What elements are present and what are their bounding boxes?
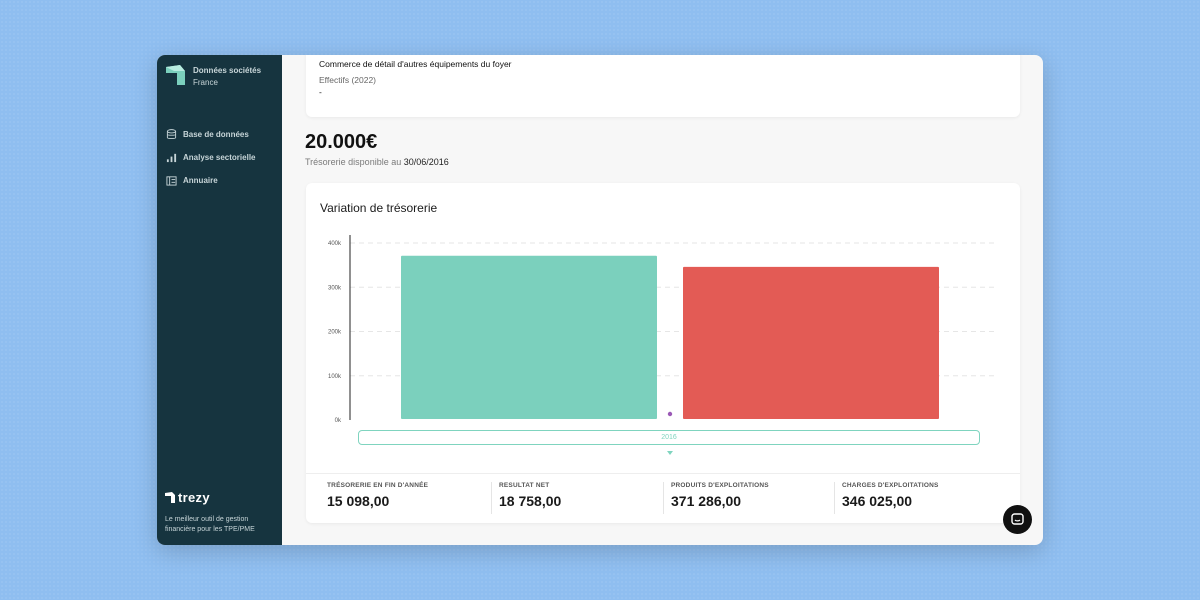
sidebar-item-database[interactable]: Base de données xyxy=(166,123,255,146)
stat-label: CHARGES D'EXPLOITATIONS xyxy=(842,482,939,489)
sidebar-item-label: Analyse sectorielle xyxy=(183,153,256,162)
sidebar-nav: Base de données Analyse sectorielle Annu… xyxy=(166,123,255,192)
y-tick-label: 200k xyxy=(328,330,342,336)
stat-label: PRODUITS D'EXPLOITATIONS xyxy=(671,482,769,489)
sidebar: Données sociétés France Base de données xyxy=(157,55,282,545)
stats-row: TRÉSORERIE EN FIN D'ANNÉE 15 098,00 RESU… xyxy=(306,473,1020,524)
y-tick-label: 100k xyxy=(328,374,342,380)
company-info-card: Commerce de détail d'autres équipements … xyxy=(306,55,1020,117)
treasury-date: 30/06/2016 xyxy=(403,157,449,167)
stat-net-result: RESULTAT NET 18 758,00 xyxy=(491,482,561,514)
stat-value: 18 758,00 xyxy=(499,493,562,509)
chart-title: Variation de trésorerie xyxy=(320,201,438,215)
marker-dot xyxy=(667,411,673,417)
bar-chart: 0k 100k 200k 300k 400k xyxy=(328,235,996,424)
trezy-logo[interactable]: trezy xyxy=(165,490,275,505)
app-window: Données sociétés France Base de données xyxy=(157,55,1043,545)
stat-value: 346 025,00 xyxy=(842,493,913,509)
activity-value: Commerce de détail d'autres équipements … xyxy=(319,59,512,69)
trezy-logo-text: trezy xyxy=(178,490,210,505)
stat-value: 15 098,00 xyxy=(327,493,390,509)
treasury-label: Trésorerie disponible au xyxy=(305,157,402,167)
brand-title: Données sociétés xyxy=(193,66,262,75)
chat-button[interactable] xyxy=(1003,505,1032,534)
sidebar-item-directory[interactable]: Annuaire xyxy=(166,169,255,192)
sidebar-item-label: Annuaire xyxy=(183,176,218,185)
effectifs-value: - xyxy=(319,87,322,97)
bar xyxy=(683,266,939,419)
y-tick-label: 300k xyxy=(328,285,342,291)
brand[interactable]: Données sociétés France xyxy=(166,65,261,89)
range-label: 2016 xyxy=(661,434,677,441)
chart-card: Variation de trésorerie 0k 100k 200k 300k 40… xyxy=(306,183,1020,523)
directory-icon xyxy=(166,176,177,186)
treasury-amount: 20.000€ xyxy=(305,131,378,153)
treasury-caption: Trésorerie disponible au 30/06/2016 xyxy=(305,157,449,167)
stat-treasury-year-end: TRÉSORERIE EN FIN D'ANNÉE 15 098,00 xyxy=(320,482,428,514)
y-tick-label: 0k xyxy=(335,418,342,424)
chat-icon xyxy=(1011,513,1024,525)
y-tick-label: 400k xyxy=(328,241,342,247)
trezy-logo-icon xyxy=(165,492,175,503)
bar-chart-icon xyxy=(166,153,177,163)
range-arrow-icon xyxy=(667,451,673,455)
main-content: Commerce de détail d'autres équipements … xyxy=(282,55,1043,545)
sidebar-footer: trezy Le meilleur outil de gestion finan… xyxy=(165,490,275,535)
stat-operating-expenses: CHARGES D'EXPLOITATIONS 346 025,00 xyxy=(834,482,939,514)
stat-label: TRÉSORERIE EN FIN D'ANNÉE xyxy=(327,482,429,489)
bar xyxy=(401,255,657,419)
brand-logo-icon xyxy=(166,65,185,85)
sidebar-item-sector-analysis[interactable]: Analyse sectorielle xyxy=(166,146,255,169)
range-slider[interactable]: 2016 xyxy=(358,430,980,445)
stat-value: 371 286,00 xyxy=(671,493,742,509)
sidebar-item-label: Base de données xyxy=(183,130,249,139)
stat-label: RESULTAT NET xyxy=(499,482,550,489)
brand-subtitle: France xyxy=(193,78,218,87)
database-icon xyxy=(166,129,177,139)
effectifs-label: Effectifs (2022) xyxy=(319,75,377,85)
stat-operating-income: PRODUITS D'EXPLOITATIONS 371 286,00 xyxy=(663,482,769,514)
tagline: Le meilleur outil de gestion financière … xyxy=(165,516,255,533)
